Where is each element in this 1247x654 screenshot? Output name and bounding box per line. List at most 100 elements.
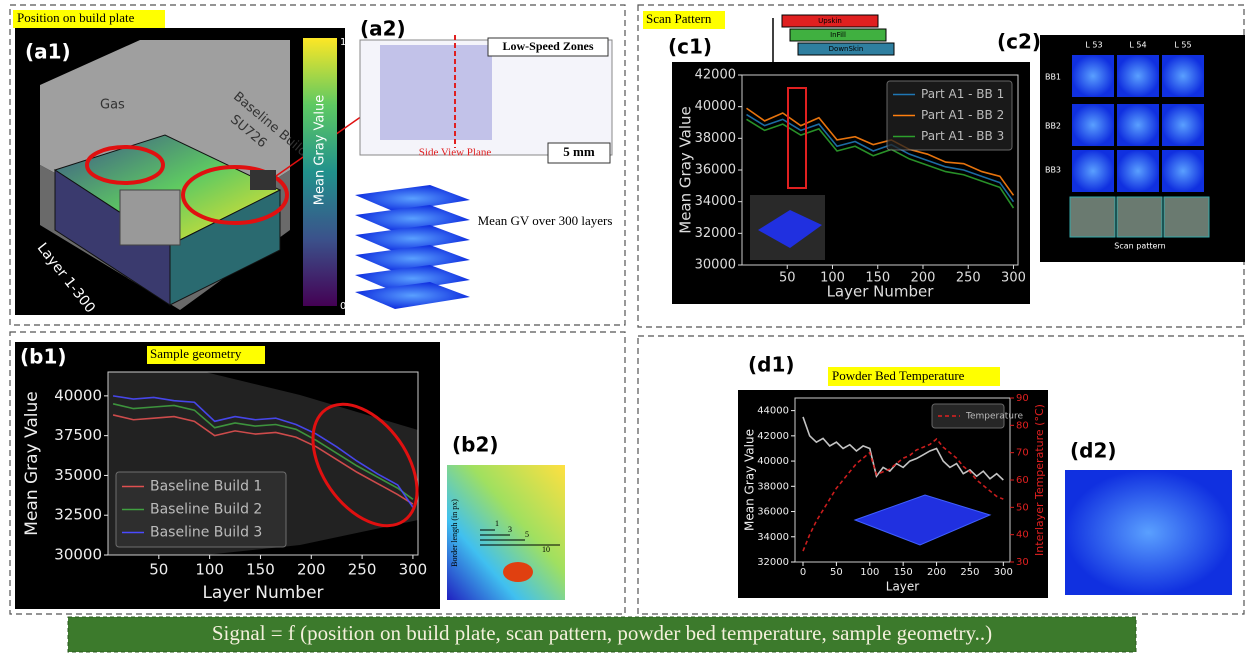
x-axis-label: Layer Number [827,283,935,301]
y-tick-label: 36000 [757,507,789,518]
x-tick-label: 200 [297,561,326,579]
chart: 30000 32000 34000 36000 38000 40000 42000 50 100… [677,68,1026,301]
x-tick-label: 250 [960,567,979,578]
x-tick-label: 50 [779,271,796,286]
y-tick-label: 32000 [695,226,736,241]
y2-axis-label: Interlayer Temperature (°C) [1033,404,1046,556]
legend-label: Part A1 - BB 1 [921,87,1004,101]
series-line [746,113,1015,203]
y-tick-label: 34000 [757,532,789,543]
panel-header: Sample geometry [150,346,242,361]
hotspot [503,562,533,582]
x-tick-label: 100 [195,561,224,579]
y-tick-label: 38000 [695,131,736,146]
x-tick-label: 300 [994,567,1013,578]
panel-label: (c1) [668,35,712,59]
x-axis-label: Layer [886,580,920,594]
colorbar-tick: 1 [340,37,346,48]
y2-tick-label: 60 [1016,475,1029,486]
stack-text: Upskin [818,17,842,25]
row-label: BB2 [1045,122,1061,131]
circle-marker [181,165,289,225]
y-axis-label: Mean Gray Value [22,391,42,535]
panel-header: Scan Pattern [646,11,712,26]
chart: 32000 34000 36000 38000 40000 42000 44000 0 50 10… [743,393,1047,594]
legend-label: Baseline Build 1 [150,479,262,495]
panel-label: (c2) [997,30,1041,54]
x-tick-label: 250 [956,271,981,286]
y-tick-label: 35000 [54,466,102,484]
y-axis-label: Mean Gray Value [677,106,695,233]
series-line [746,118,1015,209]
y2-tick-label: 30 [1016,557,1029,568]
series-line [112,414,414,505]
y-tick-label: 42000 [757,431,789,442]
legend-box [115,471,287,548]
circle-marker [85,145,165,185]
series-line [112,403,414,500]
footer-box [67,616,1137,653]
y-tick-label: 40000 [54,386,102,404]
y-tick-label: 36000 [695,163,736,178]
y-tick-label: 38000 [757,481,789,492]
caption: Scan pattern [1114,242,1165,251]
column-label: L 54 [1129,41,1146,50]
panel-label: (b1) [20,345,67,369]
inset-part [853,494,992,546]
panel-frames [9,4,1245,615]
scale: 5 mm [563,144,595,159]
annotation: Side View Plane [419,147,492,159]
y-tick-label: 30000 [54,546,102,564]
stack-text: InFill [830,31,846,39]
line-label: 3 [508,525,512,534]
series-line [802,437,1004,552]
y-tick-label: 30000 [695,258,736,273]
x-tick-label: 250 [348,561,377,579]
series-line [802,416,1004,481]
column-label: L 53 [1085,41,1102,50]
panel-header: Position on build plate [17,10,135,25]
border-lines [480,529,560,546]
scan-images [1069,196,1210,238]
legend-label: Temperature [965,412,1023,422]
y2-tick-label: 50 [1016,502,1029,513]
highlight [828,367,1000,386]
x-tick-label: 150 [865,271,890,286]
panel-label: (d2) [1070,439,1117,463]
callout [487,37,609,57]
y-tick-label: 42000 [695,68,736,83]
legend-label: Baseline Build 2 [150,502,262,518]
line-label: 5 [525,530,529,539]
y-tick-label: 40000 [695,99,736,114]
circle-marker [311,402,419,528]
footer-text: Signal = f (position on build plate, sca… [212,621,992,645]
y2-tick-label: 70 [1016,448,1029,459]
nozzle [119,189,181,246]
x-tick-label: 150 [246,561,275,579]
y2-tick-label: 90 [1016,393,1029,404]
row-label: BB3 [1045,166,1061,175]
x-tick-label: 0 [800,567,806,578]
line-label: 1 [495,519,499,528]
layer-stack [355,185,470,309]
colorbar-label: Mean Gray Value [313,95,328,205]
colorbar [303,38,337,306]
series-line [112,395,414,508]
legend-label: Part A1 - BB 3 [921,129,1004,143]
legend-box [886,80,1013,151]
stack-layer [789,28,887,42]
heatmap [447,465,565,600]
column-label: L 55 [1174,41,1191,50]
highlight-box [787,87,807,189]
stack-layer [797,42,895,56]
line-label: 10 [542,545,550,554]
x-tick-label: 300 [399,561,428,579]
panel-label: (a1) [25,40,71,64]
x-tick-label: 100 [860,567,879,578]
y-tick-label: 40000 [757,456,789,467]
y-axis-label: Mean Gray Value [743,429,757,531]
panel-label: (d1) [748,353,795,377]
chart: 30000 32500 35000 37500 40000 50 100 150 200 250 3… [22,371,428,603]
legend-label: Baseline Build 3 [150,525,262,541]
